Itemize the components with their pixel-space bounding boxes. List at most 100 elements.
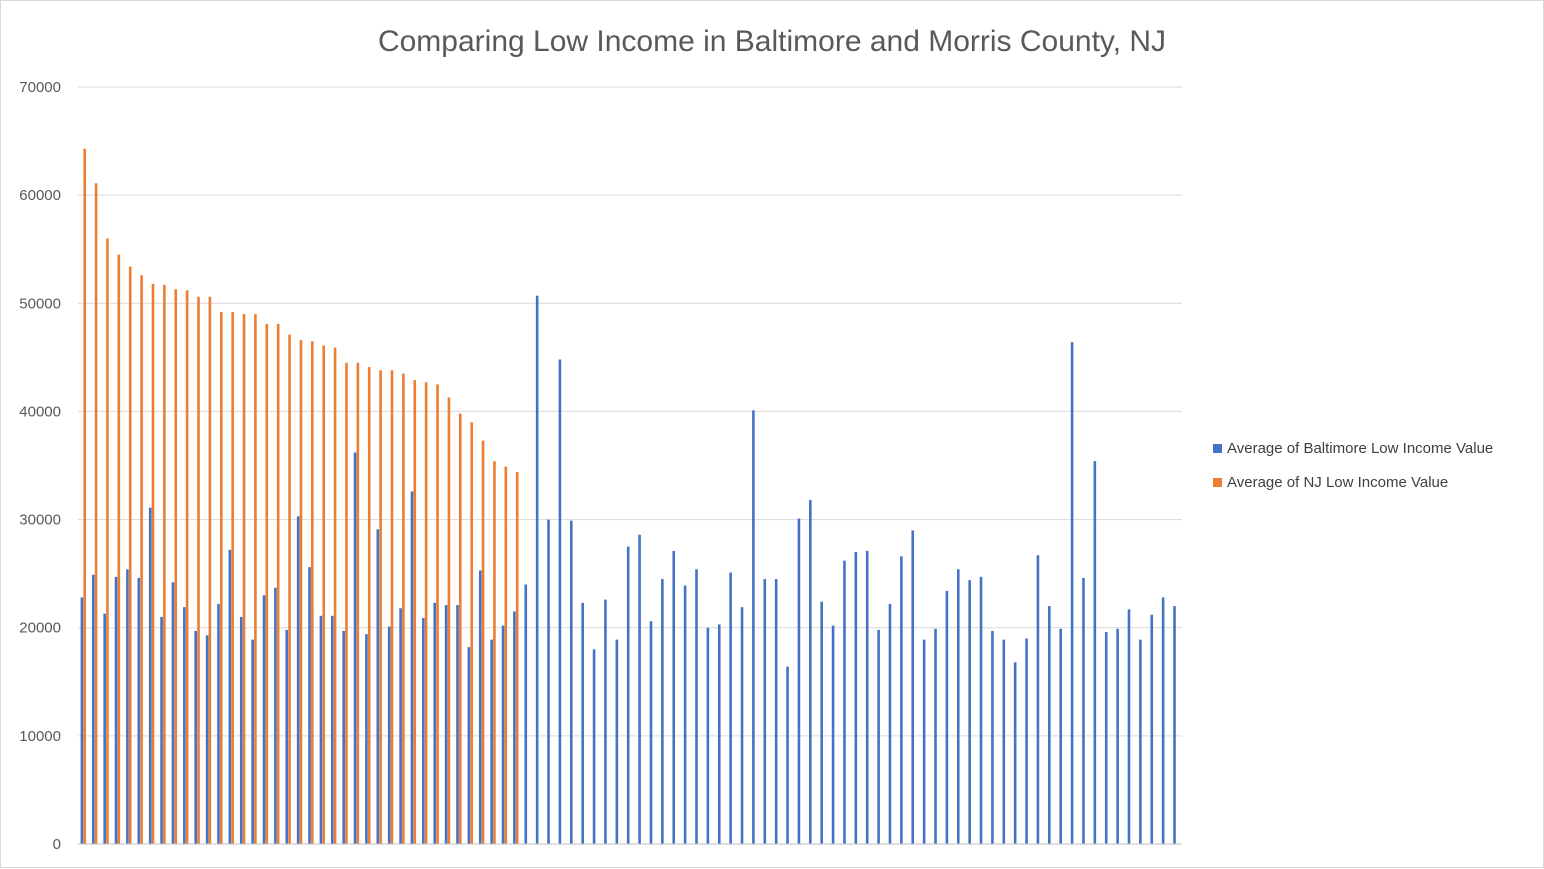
bar-baltimore xyxy=(160,616,163,844)
bar-nj xyxy=(322,345,326,844)
bar-baltimore xyxy=(1082,577,1085,844)
bar-nj xyxy=(299,340,303,844)
bar-baltimore xyxy=(285,629,289,844)
bar-nj xyxy=(493,461,496,844)
bar-baltimore xyxy=(661,579,664,844)
bar-baltimore xyxy=(945,590,949,844)
bar-baltimore xyxy=(490,639,493,844)
bar-nj xyxy=(356,362,360,844)
bar-baltimore xyxy=(114,576,118,844)
bar-baltimore xyxy=(1116,628,1119,844)
chart-title: Comparing Low Income in Baltimore and Mo… xyxy=(378,25,1166,58)
bar-baltimore xyxy=(706,627,710,844)
bar-nj xyxy=(458,413,462,844)
bar-baltimore xyxy=(1036,555,1040,844)
bar-baltimore xyxy=(877,629,880,844)
bar-baltimore xyxy=(217,603,220,844)
bar-baltimore xyxy=(524,584,528,844)
bar-nj xyxy=(515,471,519,844)
bar-baltimore xyxy=(683,585,687,844)
bar-baltimore xyxy=(934,628,937,844)
bar-baltimore xyxy=(342,630,345,844)
bar-baltimore xyxy=(296,516,300,844)
legend-label-nj: Average of NJ Low Income Value xyxy=(1227,474,1448,491)
bar-baltimore xyxy=(626,546,630,844)
bar-baltimore xyxy=(1150,614,1154,844)
bar-baltimore xyxy=(456,605,459,844)
bar-baltimore xyxy=(979,576,983,844)
bar-baltimore xyxy=(1161,597,1165,844)
y-tick-label: 0 xyxy=(53,836,61,853)
bar-baltimore xyxy=(444,605,448,844)
bar-baltimore xyxy=(148,507,152,844)
bar-nj xyxy=(367,367,371,844)
bar-baltimore xyxy=(535,295,539,845)
bar-baltimore xyxy=(513,611,516,844)
bar-baltimore xyxy=(717,624,721,844)
bar-baltimore xyxy=(126,569,129,844)
bar-baltimore xyxy=(968,580,971,844)
bar-baltimore xyxy=(900,556,903,844)
legend: Average of Baltimore Low Income Value Av… xyxy=(1213,440,1493,491)
bar-baltimore xyxy=(843,560,846,844)
bar-nj xyxy=(470,422,473,844)
bar-nj xyxy=(504,466,508,844)
bar-baltimore xyxy=(649,621,653,844)
bar-nj xyxy=(174,289,178,844)
bar-nj xyxy=(481,440,485,844)
bar-nj xyxy=(117,254,121,844)
bar-nj xyxy=(106,238,109,844)
bar-baltimore xyxy=(854,552,858,844)
bar-baltimore xyxy=(478,570,482,844)
bar-nj xyxy=(140,275,143,844)
bar-baltimore xyxy=(820,601,823,844)
bar-baltimore xyxy=(672,550,676,844)
bar-nj xyxy=(197,296,200,845)
bar-baltimore xyxy=(922,639,926,844)
bar-nj xyxy=(83,148,86,845)
bar-baltimore xyxy=(809,500,812,844)
bar-baltimore xyxy=(1002,639,1006,844)
y-axis-ticks: 0 10000 20000 30000 40000 50000 60000 70000 xyxy=(19,79,61,853)
bar-baltimore xyxy=(205,635,209,844)
bar-baltimore xyxy=(353,452,357,844)
bar-baltimore xyxy=(251,639,254,844)
bar-nj xyxy=(242,314,246,845)
bar-baltimore xyxy=(194,630,198,844)
bar-baltimore xyxy=(615,639,619,844)
bar-baltimore xyxy=(103,613,106,844)
bar-baltimore xyxy=(422,617,425,844)
bar-baltimore xyxy=(786,666,789,844)
gridlines xyxy=(78,86,1182,737)
bar-baltimore xyxy=(433,602,437,844)
bar-baltimore xyxy=(387,626,391,844)
bars xyxy=(80,148,1176,845)
bar-baltimore xyxy=(262,595,266,844)
bar-nj xyxy=(94,183,98,845)
bar-baltimore xyxy=(547,519,550,844)
bar-baltimore xyxy=(956,569,960,844)
bar-baltimore xyxy=(911,530,915,844)
bar-baltimore xyxy=(1104,632,1108,844)
bar-baltimore xyxy=(763,579,767,844)
bar-nj xyxy=(436,384,439,844)
bar-nj xyxy=(254,314,257,845)
y-tick-label: 60000 xyxy=(19,187,61,204)
bar-nj xyxy=(424,382,428,844)
bar-baltimore xyxy=(581,602,584,844)
bar-nj xyxy=(288,334,291,844)
bar-baltimore xyxy=(1173,606,1176,844)
bar-baltimore xyxy=(1025,638,1028,844)
bar-baltimore xyxy=(991,630,994,844)
bar-nj xyxy=(276,323,280,844)
bar-baltimore xyxy=(592,649,596,844)
bar-nj xyxy=(333,347,337,844)
bar-baltimore xyxy=(80,597,84,844)
bar-baltimore xyxy=(228,549,232,844)
bar-baltimore xyxy=(274,587,277,844)
legend-swatch-baltimore xyxy=(1213,444,1222,453)
bar-nj xyxy=(185,290,189,844)
bar-baltimore xyxy=(831,625,835,844)
